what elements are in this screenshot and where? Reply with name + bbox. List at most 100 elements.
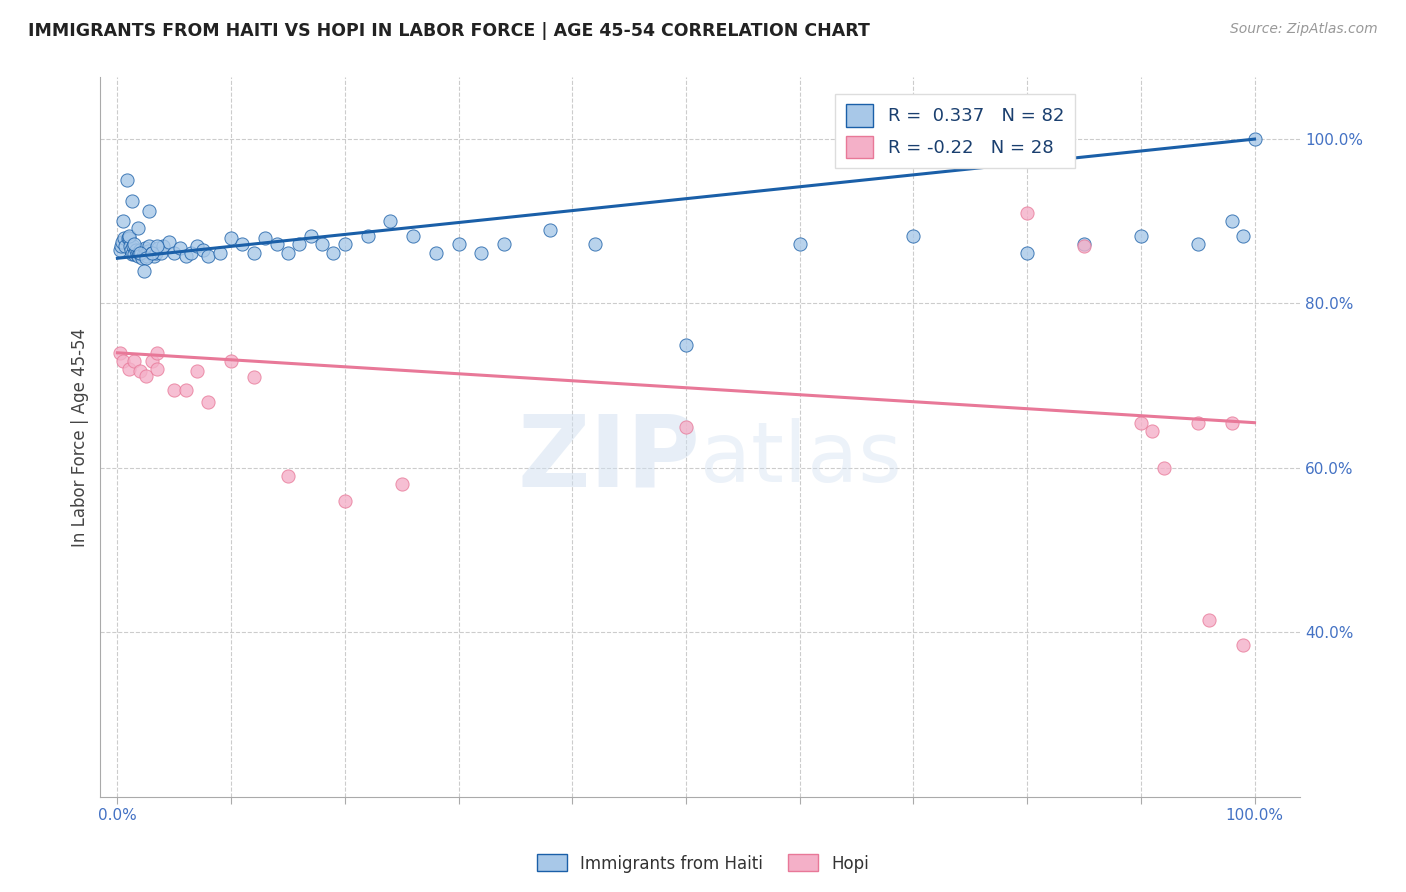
Point bbox=[136, 249, 159, 263]
Point bbox=[135, 245, 157, 260]
Point bbox=[146, 239, 169, 253]
Point bbox=[136, 244, 159, 258]
Point bbox=[174, 249, 197, 263]
Point bbox=[1220, 214, 1243, 228]
Point bbox=[129, 247, 152, 261]
Point bbox=[129, 243, 152, 257]
Point bbox=[311, 237, 333, 252]
Point bbox=[120, 243, 142, 257]
Point bbox=[675, 419, 697, 434]
Point bbox=[243, 245, 266, 260]
Point bbox=[132, 263, 155, 277]
Point bbox=[538, 222, 561, 236]
Point bbox=[675, 337, 697, 351]
Point bbox=[118, 239, 141, 253]
Point bbox=[197, 395, 219, 409]
Point bbox=[277, 245, 299, 260]
Point bbox=[191, 243, 214, 257]
Y-axis label: In Labor Force | Age 45-54: In Labor Force | Age 45-54 bbox=[72, 327, 89, 547]
Point bbox=[186, 239, 208, 253]
Text: Source: ZipAtlas.com: Source: ZipAtlas.com bbox=[1230, 22, 1378, 37]
Point bbox=[1073, 239, 1095, 253]
Point bbox=[124, 243, 146, 257]
Point bbox=[110, 239, 132, 253]
Point bbox=[141, 354, 163, 368]
Point bbox=[470, 245, 492, 260]
Point bbox=[789, 237, 811, 252]
Point bbox=[129, 245, 152, 260]
Point bbox=[231, 237, 253, 252]
Point bbox=[135, 368, 157, 383]
Point bbox=[124, 237, 146, 252]
Legend: R =  0.337   N = 82, R = -0.22   N = 28: R = 0.337 N = 82, R = -0.22 N = 28 bbox=[835, 94, 1076, 169]
Point bbox=[148, 241, 170, 255]
Point bbox=[157, 235, 180, 249]
Point bbox=[111, 235, 134, 249]
Point bbox=[1220, 416, 1243, 430]
Point bbox=[402, 229, 425, 244]
Point bbox=[152, 239, 174, 253]
Point bbox=[1187, 416, 1209, 430]
Point bbox=[1017, 245, 1039, 260]
Point bbox=[146, 362, 169, 376]
Point bbox=[112, 214, 135, 228]
Point bbox=[180, 245, 202, 260]
Point bbox=[114, 239, 136, 253]
Point bbox=[333, 237, 356, 252]
Point bbox=[118, 229, 141, 244]
Point bbox=[288, 237, 311, 252]
Point bbox=[131, 252, 153, 266]
Point bbox=[134, 241, 156, 255]
Point bbox=[124, 247, 146, 261]
Point bbox=[208, 245, 231, 260]
Point bbox=[1232, 638, 1254, 652]
Text: IMMIGRANTS FROM HAITI VS HOPI IN LABOR FORCE | AGE 45-54 CORRELATION CHART: IMMIGRANTS FROM HAITI VS HOPI IN LABOR F… bbox=[28, 22, 870, 40]
Point bbox=[127, 249, 149, 263]
Point bbox=[1129, 416, 1152, 430]
Point bbox=[163, 383, 186, 397]
Point bbox=[108, 346, 131, 360]
Point bbox=[277, 469, 299, 483]
Point bbox=[115, 173, 138, 187]
Point bbox=[149, 245, 172, 260]
Point bbox=[125, 247, 148, 261]
Legend: Immigrants from Haiti, Hopi: Immigrants from Haiti, Hopi bbox=[530, 847, 876, 880]
Point bbox=[141, 245, 163, 260]
Point bbox=[163, 245, 186, 260]
Point bbox=[219, 354, 242, 368]
Point bbox=[132, 245, 155, 260]
Point bbox=[1017, 206, 1039, 220]
Point bbox=[124, 354, 146, 368]
Point bbox=[356, 229, 378, 244]
Point bbox=[112, 231, 135, 245]
Point bbox=[1243, 132, 1265, 146]
Point bbox=[121, 194, 143, 208]
Point bbox=[138, 204, 160, 219]
Point bbox=[266, 237, 288, 252]
Point bbox=[197, 249, 219, 263]
Point bbox=[425, 245, 447, 260]
Point bbox=[492, 237, 515, 252]
Text: atlas: atlas bbox=[700, 418, 901, 500]
Point bbox=[219, 231, 242, 245]
Point bbox=[127, 220, 149, 235]
Point bbox=[391, 477, 413, 491]
Point bbox=[299, 229, 322, 244]
Text: ZIP: ZIP bbox=[517, 410, 700, 508]
Point bbox=[1129, 229, 1152, 244]
Point bbox=[380, 214, 402, 228]
Point bbox=[138, 239, 160, 253]
Point bbox=[141, 245, 163, 260]
Point bbox=[169, 241, 191, 255]
Point bbox=[1187, 237, 1209, 252]
Point bbox=[1153, 461, 1175, 475]
Point bbox=[145, 245, 167, 260]
Point bbox=[1198, 613, 1220, 627]
Point bbox=[121, 247, 143, 261]
Point bbox=[142, 249, 165, 263]
Point bbox=[1073, 237, 1095, 252]
Point bbox=[174, 383, 197, 397]
Point bbox=[118, 231, 141, 245]
Point bbox=[447, 237, 470, 252]
Point bbox=[322, 245, 344, 260]
